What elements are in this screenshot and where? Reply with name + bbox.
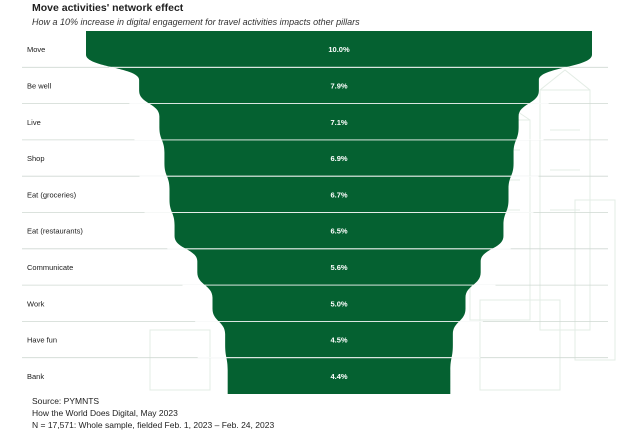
sample-line: N = 17,571: Whole sample, fielded Feb. 1… <box>32 420 275 430</box>
category-label: Communicate <box>27 263 73 272</box>
value-label: 6.7% <box>330 190 347 199</box>
value-label: 7.1% <box>330 118 347 127</box>
value-label: 5.0% <box>330 299 347 308</box>
report-line: How the World Does Digital, May 2023 <box>32 408 178 418</box>
category-label: Eat (restaurants) <box>27 227 83 236</box>
category-label: Have fun <box>27 336 57 345</box>
value-label: 4.5% <box>330 336 347 345</box>
category-label: Work <box>27 299 45 308</box>
category-label: Be well <box>27 81 52 90</box>
category-label: Shop <box>27 154 45 163</box>
value-label: 6.9% <box>330 154 347 163</box>
category-label: Move <box>27 45 45 54</box>
category-label: Eat (groceries) <box>27 190 77 199</box>
value-label: 4.4% <box>330 372 347 381</box>
chart-title: Move activities' network effect <box>32 2 184 14</box>
source-line: Source: PYMNTS <box>32 396 100 406</box>
value-label: 10.0% <box>328 45 350 54</box>
category-label: Live <box>27 118 41 127</box>
category-label: Bank <box>27 372 44 381</box>
value-label: 6.5% <box>330 227 347 236</box>
chart-subtitle: How a 10% increase in digital engagement… <box>32 17 360 27</box>
value-label: 5.6% <box>330 263 347 272</box>
source-notes: Source: PYMNTS How the World Does Digita… <box>32 395 274 431</box>
value-label: 7.9% <box>330 81 347 90</box>
